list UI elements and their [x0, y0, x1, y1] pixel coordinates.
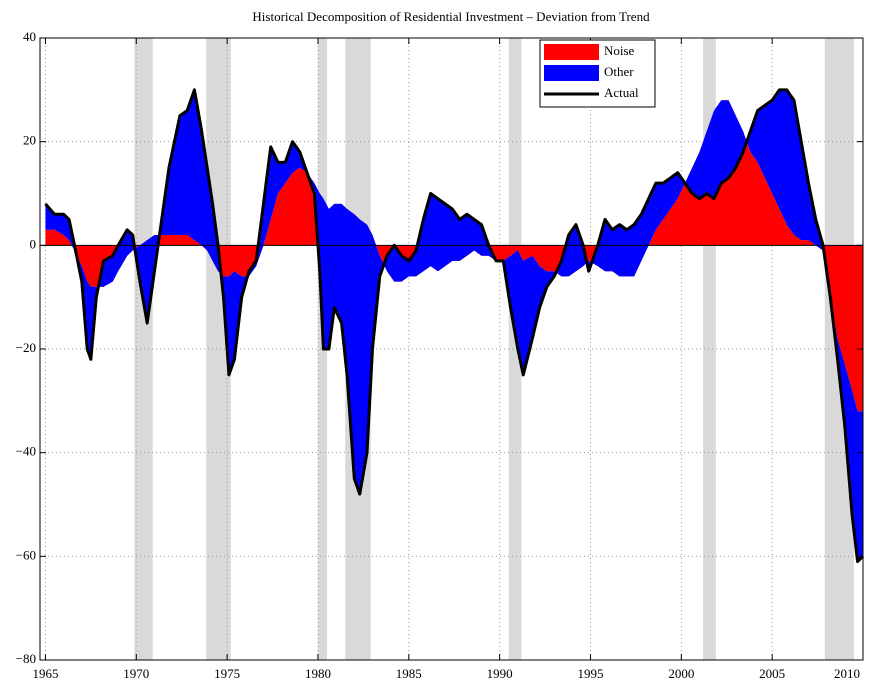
y-tick-label: −20	[16, 340, 36, 355]
actual-line	[44, 88, 865, 564]
x-tick-label: 1995	[577, 666, 603, 681]
y-tick-label: 0	[30, 236, 37, 251]
legend-swatch	[544, 44, 599, 60]
other-area	[45, 89, 864, 562]
y-tick-label: −80	[16, 651, 36, 666]
y-tick-label: 20	[23, 133, 36, 148]
y-tick-label: −60	[16, 547, 36, 562]
x-tick-label: 1990	[487, 666, 513, 681]
x-tick-label: 2005	[759, 666, 785, 681]
x-tick-label: 1980	[305, 666, 331, 681]
x-tick-label: 1965	[32, 666, 58, 681]
legend-label: Noise	[604, 43, 635, 58]
legend-label: Actual	[604, 85, 639, 100]
y-tick-label: 40	[23, 29, 36, 44]
x-tick-label: 2000	[668, 666, 694, 681]
legend-swatch	[544, 65, 599, 81]
y-tick-label: −40	[16, 444, 36, 459]
x-tick-label: 1970	[123, 666, 149, 681]
legend-label: Other	[604, 64, 634, 79]
x-tick-label: 1985	[396, 666, 422, 681]
chart-title: Historical Decomposition of Residential …	[252, 9, 650, 24]
recession-band	[508, 38, 522, 660]
x-tick-label: 1975	[214, 666, 240, 681]
x-tick-label: 2010	[834, 666, 860, 681]
recession-band	[134, 38, 153, 660]
